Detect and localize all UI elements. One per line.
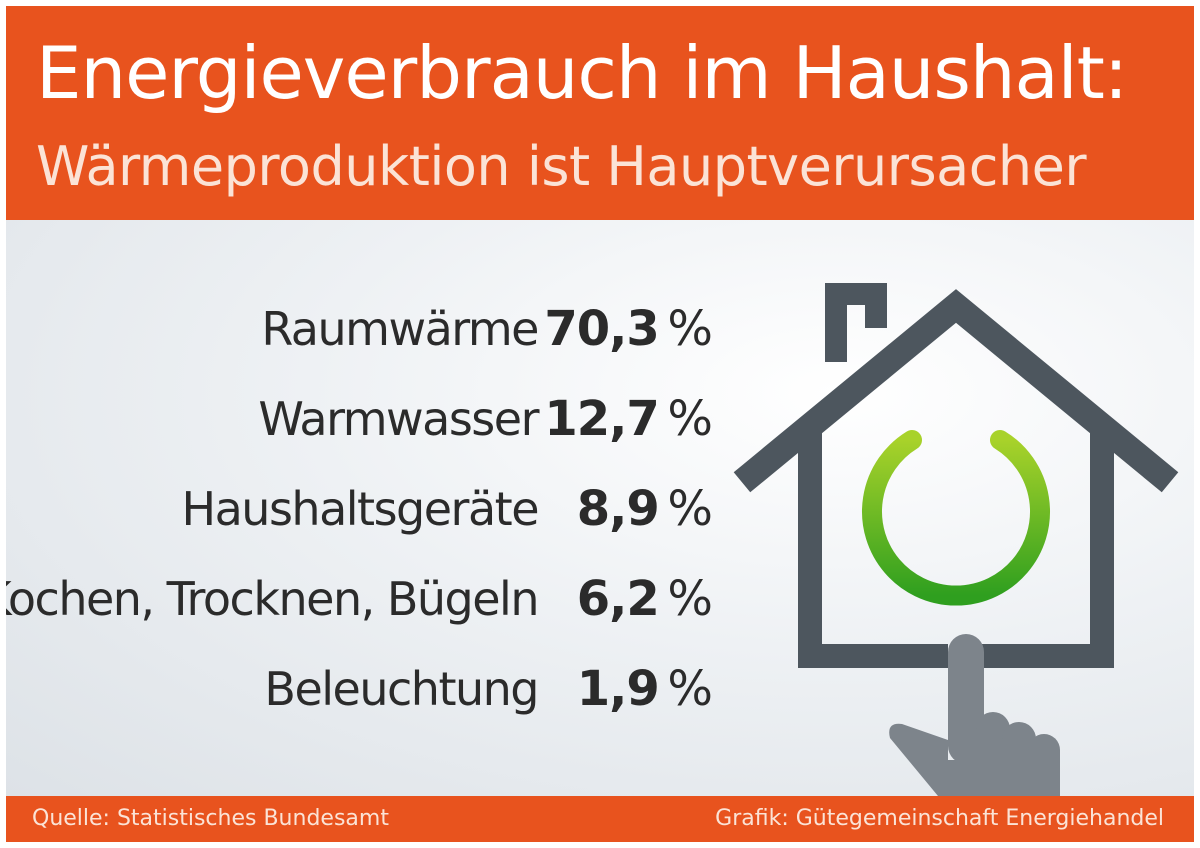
category-label: Warmwasser: [258, 392, 539, 446]
value-number: 8,9: [576, 481, 660, 537]
value-label: 1,9 %: [576, 644, 713, 734]
category-label: Haushaltsgeräte: [181, 482, 540, 536]
value-label: 6,2 %: [576, 554, 713, 644]
value-label: 12,7 %: [544, 374, 713, 464]
value-unit: %: [667, 391, 713, 447]
chimney-shape: [825, 283, 887, 362]
value-unit: %: [667, 481, 713, 537]
value-number: 12,7: [544, 391, 659, 447]
house-power-button-icon: [733, 283, 1179, 796]
header-banner: Energieverbrauch im Haushalt: Wärmeprodu…: [6, 6, 1194, 220]
wall-shape: [798, 430, 948, 668]
value-label: 8,9 %: [576, 464, 713, 554]
value-unit: %: [667, 301, 713, 357]
category-label: Kochen, Trocknen, Bügeln: [6, 572, 540, 626]
category-label: Raumwärme: [261, 302, 539, 356]
source-note: Quelle: Statistisches Bundesamt: [32, 806, 389, 831]
value-number: 70,3: [544, 301, 659, 357]
content-panel: Raumwärme 70,3 % Warmwasser 12,7 % Haushalts…: [6, 220, 1194, 796]
chart-title: Energieverbrauch im Haushalt:: [36, 31, 1128, 115]
roof-shape: [733, 289, 1179, 493]
value-row: Raumwärme 70,3 %: [6, 284, 726, 374]
value-number: 6,2: [576, 571, 660, 627]
value-unit: %: [667, 571, 713, 627]
value-number: 1,9: [576, 661, 660, 717]
value-row: Beleuchtung 1,9 %: [6, 644, 726, 734]
wall-shape-right: [982, 430, 1114, 668]
value-row: Haushaltsgeräte 8,9 %: [6, 464, 726, 554]
value-label: 70,3 %: [544, 284, 713, 374]
value-list: Raumwärme 70,3 % Warmwasser 12,7 % Haushalts…: [6, 284, 726, 734]
value-row: Kochen, Trocknen, Bügeln 6,2 %: [6, 554, 726, 644]
value-unit: %: [667, 661, 713, 717]
pointing-hand-icon: [889, 634, 1060, 796]
category-label: Beleuchtung: [264, 662, 539, 716]
chart-subtitle: Wärmeproduktion ist Hauptverursacher: [36, 135, 1087, 198]
credit-note: Grafik: Gütegemeinschaft Energiehandel: [715, 806, 1164, 831]
power-ring: [862, 430, 1050, 606]
value-row: Warmwasser 12,7 %: [6, 374, 726, 464]
footer-banner: Quelle: Statistisches Bundesamt Grafik: …: [6, 796, 1194, 842]
